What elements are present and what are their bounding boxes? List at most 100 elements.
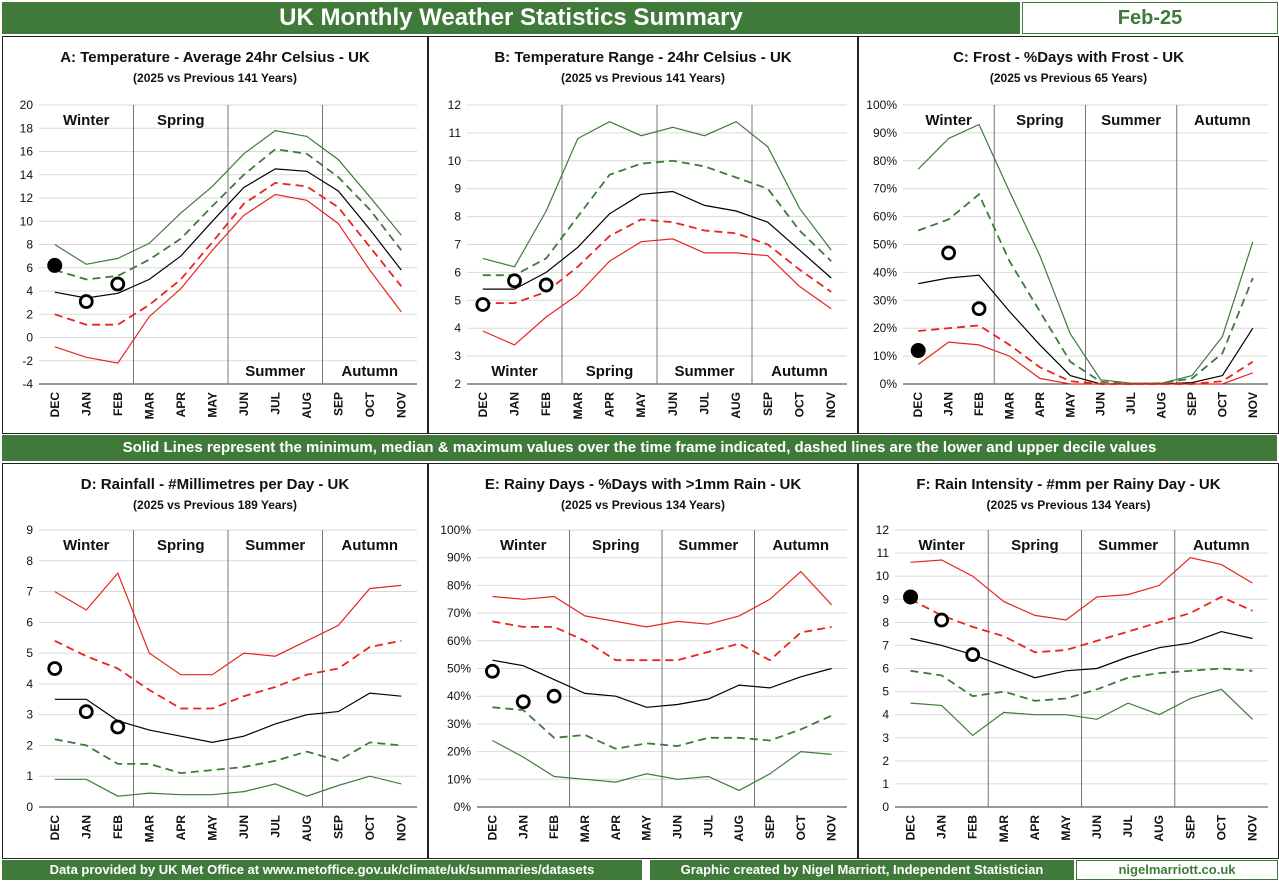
- y-tick-label: 9: [882, 592, 889, 606]
- website-link[interactable]: nigelmarriott.co.uk: [1076, 860, 1278, 880]
- x-tick-label: JUN: [237, 815, 251, 839]
- y-tick-label: 2: [882, 754, 889, 768]
- panel-b-temperature-range: B: Temperature Range - 24hr Celsius - UK…: [428, 36, 858, 434]
- x-tick-label: APR: [174, 392, 188, 418]
- season-label: Summer: [1101, 112, 1161, 129]
- point-2025-feb: [546, 688, 562, 704]
- x-tick-label: MAY: [1063, 392, 1077, 418]
- point-2025-dec: [47, 661, 63, 676]
- x-tick-label: AUG: [1152, 815, 1166, 842]
- x-tick-label: FEB: [111, 815, 125, 839]
- y-tick-label: 1: [26, 769, 33, 783]
- point-2025-jan: [507, 273, 522, 289]
- y-tick-label: 8: [26, 554, 33, 568]
- point-2025-dec: [475, 297, 491, 312]
- y-tick-label: 12: [876, 523, 890, 537]
- point-2025-feb: [538, 277, 554, 293]
- y-tick-label: 30%: [447, 717, 471, 731]
- point-2025-feb: [110, 719, 126, 735]
- y-tick-label: 0: [26, 331, 33, 345]
- period-badge: Feb-25: [1022, 2, 1278, 34]
- x-tick-label: DEC: [911, 392, 925, 418]
- point-2025-jan: [934, 612, 950, 628]
- y-tick-label: 7: [26, 585, 33, 599]
- y-tick-label: 50%: [447, 662, 471, 676]
- y-tick-label: 10: [448, 154, 462, 168]
- y-tick-label: 100%: [866, 98, 897, 112]
- x-tick-label: FEB: [547, 815, 561, 839]
- y-tick-label: 0: [26, 800, 33, 814]
- x-tick-label: AUG: [300, 815, 314, 842]
- x-tick-label: JUN: [1090, 815, 1104, 839]
- x-tick-label: NOV: [1245, 815, 1259, 841]
- y-tick-label: 20: [20, 98, 34, 112]
- chart-b: 2 3 4 5 6 7 8 9 10 11 12 Winter Spring Summer Autumn DE…: [448, 98, 847, 419]
- x-tick-label: JAN: [79, 392, 93, 416]
- series-line-bottom-solid: [54, 193, 402, 364]
- y-tick-label: 11: [449, 126, 462, 140]
- x-tick-label: JUL: [268, 392, 282, 415]
- series-line-min: [492, 739, 832, 792]
- panel-a-temperature: A: Temperature - Average 24hr Celsius - …: [2, 36, 428, 434]
- x-tick-label: JAN: [508, 392, 522, 416]
- series-line-lower-decile: [54, 738, 402, 775]
- x-tick-label: FEB: [972, 392, 986, 416]
- y-tick-label: 11: [877, 546, 890, 560]
- y-tick-label: 6: [454, 265, 461, 279]
- y-tick-label: -4: [22, 377, 33, 391]
- x-tick-label: APR: [174, 815, 188, 841]
- x-tick-label: SEP: [763, 815, 777, 839]
- y-tick-label: 1: [882, 777, 889, 791]
- point-2025-jan: [78, 704, 94, 719]
- y-tick-label: 10%: [873, 349, 897, 363]
- panel-subtitle: (2025 vs Previous 134 Years): [986, 498, 1151, 512]
- x-tick-label: JUN: [237, 392, 251, 416]
- y-tick-label: 80%: [873, 154, 897, 168]
- series-line-max: [54, 571, 402, 676]
- x-tick-label: MAY: [205, 392, 219, 418]
- series-line-max: [492, 570, 833, 628]
- y-tick-label: 9: [26, 523, 33, 537]
- x-tick-label: MAY: [205, 815, 219, 841]
- season-label: Autumn: [341, 537, 398, 554]
- y-tick-label: 7: [454, 238, 461, 252]
- panel-subtitle: (2025 vs Previous 65 Years): [989, 71, 1148, 85]
- season-label: Spring: [1016, 112, 1064, 129]
- y-tick-label: 5: [454, 293, 461, 307]
- y-tick-label: 0: [882, 800, 889, 814]
- x-tick-label: MAR: [997, 815, 1011, 843]
- season-label: Spring: [586, 363, 634, 380]
- chart-d: 0 1 2 3 4 5 6 7 8 9 Winter Spring Summer Autumn DEC JAN…: [26, 523, 417, 843]
- x-tick-label: JAN: [516, 815, 530, 839]
- x-tick-label: OCT: [793, 391, 807, 417]
- panel-subtitle: (2025 vs Previous 141 Years): [133, 71, 297, 85]
- x-tick-label: JUN: [666, 392, 680, 416]
- x-tick-label: SEP: [1183, 815, 1197, 839]
- chart-a: -4 -2 0 2 4 6 8 10 12 14 16 18 20 Winter Spring Summer A…: [20, 98, 417, 420]
- season-label: Spring: [157, 112, 205, 129]
- y-tick-label: 3: [26, 708, 33, 722]
- y-tick-label: -2: [22, 354, 33, 368]
- season-label: Summer: [1098, 537, 1158, 554]
- x-tick-label: MAR: [142, 815, 156, 843]
- y-tick-label: 6: [26, 261, 33, 275]
- panel-subtitle: (2025 vs Previous 189 Years): [133, 498, 297, 512]
- series-line-bottom-dashed: [482, 218, 832, 305]
- series-line-bottom-solid: [482, 238, 832, 346]
- y-tick-label: 40%: [447, 689, 471, 703]
- x-tick-label: MAY: [634, 392, 648, 418]
- season-label: Summer: [245, 363, 305, 380]
- x-tick-label: AUG: [1155, 392, 1169, 419]
- x-tick-label: APR: [603, 392, 617, 418]
- x-tick-label: MAR: [142, 392, 156, 420]
- y-tick-label: 3: [454, 349, 461, 363]
- y-tick-label: 90%: [873, 126, 897, 140]
- x-tick-label: NOV: [394, 815, 408, 841]
- x-tick-label: JUL: [701, 815, 715, 838]
- panel-f-rain-intensity: F: Rain Intensity - #mm per Rainy Day - …: [858, 463, 1279, 859]
- credit-note[interactable]: Graphic created by Nigel Marriott, Indep…: [650, 860, 1074, 880]
- x-tick-label: JUL: [698, 392, 712, 415]
- x-tick-label: DEC: [48, 392, 62, 418]
- y-tick-label: 40%: [873, 265, 897, 279]
- season-label: Winter: [918, 537, 965, 554]
